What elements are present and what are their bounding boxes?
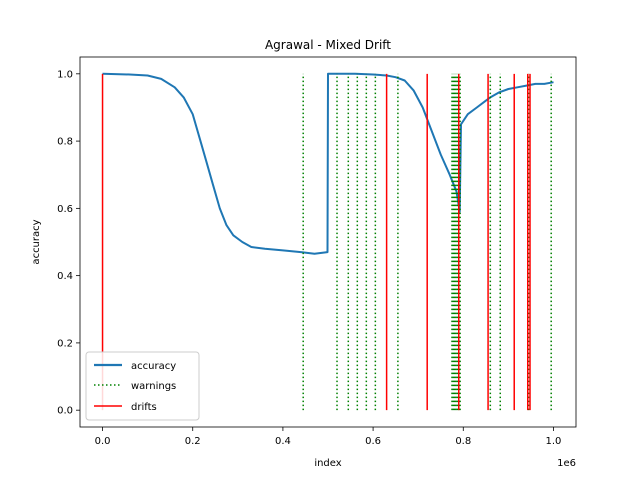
legend-label-accuracy: accuracy xyxy=(131,361,176,372)
x-tick-label: 0.6 xyxy=(365,436,381,447)
x-tick-label: 0.0 xyxy=(95,436,111,447)
legend-frame xyxy=(85,351,200,421)
legend: accuracy warnings drifts xyxy=(85,351,200,421)
x-tick-label: 0.4 xyxy=(275,436,291,447)
x-axis: 0.0 0.2 0.4 0.6 0.8 1.0 xyxy=(95,427,562,447)
y-tick-label: 1.0 xyxy=(57,69,73,80)
x-tick-label: 0.2 xyxy=(185,436,201,447)
x-axis-label: index xyxy=(314,458,341,469)
x-axis-offset-label: 1e6 xyxy=(557,458,576,469)
y-tick-label: 0.6 xyxy=(57,204,73,215)
x-tick-label: 1.0 xyxy=(546,436,562,447)
x-tick-label: 0.8 xyxy=(455,436,471,447)
y-axis-label: accuracy xyxy=(31,219,42,264)
legend-label-drifts: drifts xyxy=(131,402,157,413)
y-tick-label: 0.0 xyxy=(57,406,73,417)
y-tick-label: 0.8 xyxy=(57,137,73,148)
chart-title: Agrawal - Mixed Drift xyxy=(265,38,391,52)
y-tick-label: 0.4 xyxy=(57,271,73,282)
y-tick-label: 0.2 xyxy=(57,338,73,349)
plot-frame xyxy=(79,56,577,428)
y-axis: 0.0 0.2 0.4 0.6 0.8 1.0 xyxy=(57,69,80,417)
legend-label-warnings: warnings xyxy=(131,381,176,392)
plot-area xyxy=(101,72,554,411)
